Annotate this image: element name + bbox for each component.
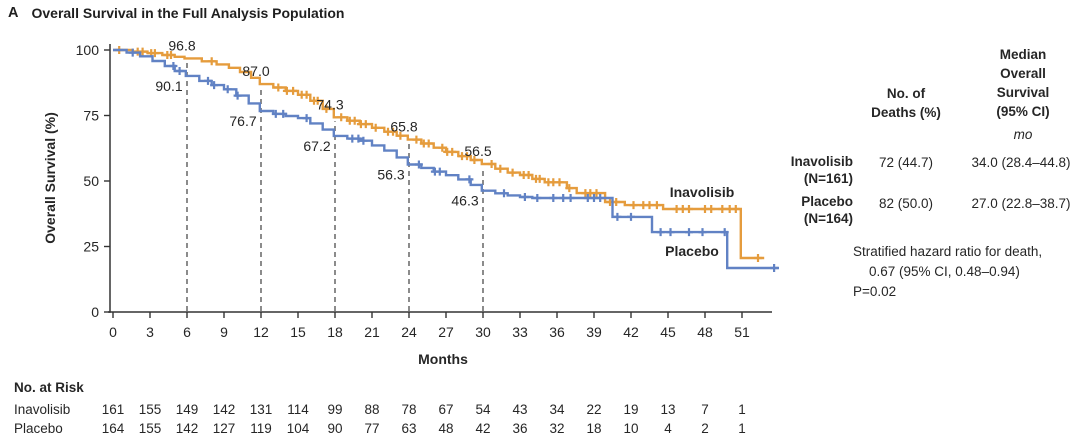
placebo-landmark-value: 67.2 <box>303 138 330 154</box>
summary-row-label-inavolisib: Inavolisib (N=161) <box>790 154 853 186</box>
risk-count: 149 <box>175 402 199 417</box>
risk-count: 114 <box>287 402 309 417</box>
figure-title-text: Overall Survival in the Full Analysis Po… <box>31 5 345 21</box>
risk-count: 32 <box>549 421 565 436</box>
x-tick-label: 21 <box>364 324 380 340</box>
risk-count: 54 <box>475 402 491 417</box>
y-tick-label: 50 <box>83 173 99 189</box>
risk-count: 22 <box>586 402 602 417</box>
inavolisib-landmark-value: 65.8 <box>390 119 417 135</box>
risk-count: 67 <box>438 402 454 417</box>
risk-count: 104 <box>286 421 310 436</box>
risk-count: 77 <box>364 421 380 436</box>
median-units-label: mo <box>1013 127 1033 142</box>
summary-row-label-placebo: Placebo (N=164) <box>801 194 853 226</box>
y-tick-label: 75 <box>83 108 99 124</box>
risk-count: 10 <box>623 421 639 436</box>
no-at-risk-title: No. at Risk <box>14 380 84 395</box>
risk-row-label-inavolisib: Inavolisib <box>14 402 71 417</box>
risk-count: 7 <box>701 402 709 417</box>
placebo-curve <box>113 48 779 270</box>
risk-count: 34 <box>549 402 565 417</box>
risk-count: 88 <box>364 402 380 417</box>
risk-count: 63 <box>401 421 417 436</box>
placebo-median-os-value: 27.0 (22.8–38.7) <box>971 196 1071 211</box>
panel-letter: A <box>8 5 19 21</box>
placebo-landmark-value: 56.3 <box>377 167 404 183</box>
risk-count: 13 <box>660 402 676 417</box>
risk-count: 2 <box>701 421 709 436</box>
x-tick-label: 33 <box>512 324 528 340</box>
risk-row-label-placebo: Placebo <box>14 421 63 436</box>
hazard-ratio-line2: 0.67 (95% CI, 0.48–0.94) <box>869 264 1020 279</box>
x-tick-label: 3 <box>146 324 154 340</box>
risk-count: 131 <box>249 402 273 417</box>
y-axis-title: Overall Survival (%) <box>42 112 58 244</box>
risk-count: 43 <box>512 402 528 417</box>
risk-count: 142 <box>175 421 199 436</box>
x-axis-title: Months <box>418 351 468 367</box>
risk-count: 1 <box>738 402 746 417</box>
risk-count: 164 <box>101 421 125 436</box>
risk-count: 18 <box>586 421 602 436</box>
x-tick-label: 45 <box>660 324 676 340</box>
risk-count: 127 <box>212 421 236 436</box>
inavolisib-landmark-value: 56.5 <box>464 143 491 159</box>
risk-count: 161 <box>101 402 125 417</box>
x-tick-label: 48 <box>697 324 713 340</box>
figure-title: A Overall Survival in the Full Analysis … <box>8 5 345 21</box>
risk-count: 78 <box>401 402 417 417</box>
risk-count: 155 <box>138 421 162 436</box>
risk-count: 42 <box>475 421 491 436</box>
risk-count: 142 <box>212 402 236 417</box>
x-tick-label: 30 <box>475 324 491 340</box>
inavolisib-landmark-value: 96.8 <box>168 37 195 53</box>
deaths-column-header: No. of Deaths (%) <box>871 86 941 120</box>
inavolisib-censor-marks <box>115 46 762 262</box>
p-value: P=0.02 <box>853 284 897 299</box>
x-tick-label: 9 <box>220 324 228 340</box>
risk-count: 48 <box>438 421 454 436</box>
hazard-ratio-line1: Stratified hazard ratio for death, <box>853 244 1043 259</box>
risk-count: 36 <box>512 421 528 436</box>
x-tick-label: 36 <box>549 324 565 340</box>
placebo-landmark-value: 76.7 <box>229 113 256 129</box>
y-tick-label: 25 <box>83 239 99 255</box>
x-tick-label: 0 <box>109 324 117 340</box>
x-tick-label: 6 <box>183 324 191 340</box>
inavolisib-curve-label: Inavolisib <box>670 184 735 200</box>
risk-count: 119 <box>250 421 272 436</box>
inavolisib-deaths-value: 72 (44.7) <box>878 155 934 170</box>
y-tick-label: 0 <box>91 304 99 320</box>
placebo-curve-label: Placebo <box>665 243 719 259</box>
placebo-censor-marks <box>128 48 779 272</box>
placebo-deaths-value: 82 (50.0) <box>878 196 934 211</box>
risk-count: 1 <box>738 421 746 436</box>
x-tick-label: 39 <box>586 324 602 340</box>
hazard-ratio-note: Stratified hazard ratio for death, 0.67 … <box>853 242 1080 302</box>
y-tick-label: 100 <box>76 42 100 58</box>
x-tick-label: 24 <box>401 324 417 340</box>
median-os-column-header: Median Overall Survival (95% CI) <box>996 47 1050 119</box>
x-tick-label: 18 <box>327 324 343 340</box>
x-tick-label: 51 <box>734 324 750 340</box>
risk-count: 99 <box>327 402 343 417</box>
placebo-landmark-value: 46.3 <box>451 193 478 209</box>
risk-count: 90 <box>327 421 343 436</box>
risk-count: 19 <box>623 402 639 417</box>
x-tick-label: 42 <box>623 324 639 340</box>
inavolisib-median-os-value: 34.0 (28.4–44.8) <box>971 155 1071 170</box>
x-tick-label: 27 <box>438 324 454 340</box>
x-tick-label: 15 <box>290 324 306 340</box>
inavolisib-landmark-value: 74.3 <box>316 96 343 112</box>
placebo-landmark-value: 90.1 <box>155 78 182 94</box>
inavolisib-landmark-value: 87.0 <box>242 63 269 79</box>
risk-count: 4 <box>664 421 672 436</box>
risk-count: 155 <box>138 402 162 417</box>
x-tick-label: 12 <box>253 324 269 340</box>
kaplan-meier-plot: 0 3 6 9 12 15 18 21 24 27 30 33 36 39 42 45 48 5102550751… <box>42 37 779 367</box>
